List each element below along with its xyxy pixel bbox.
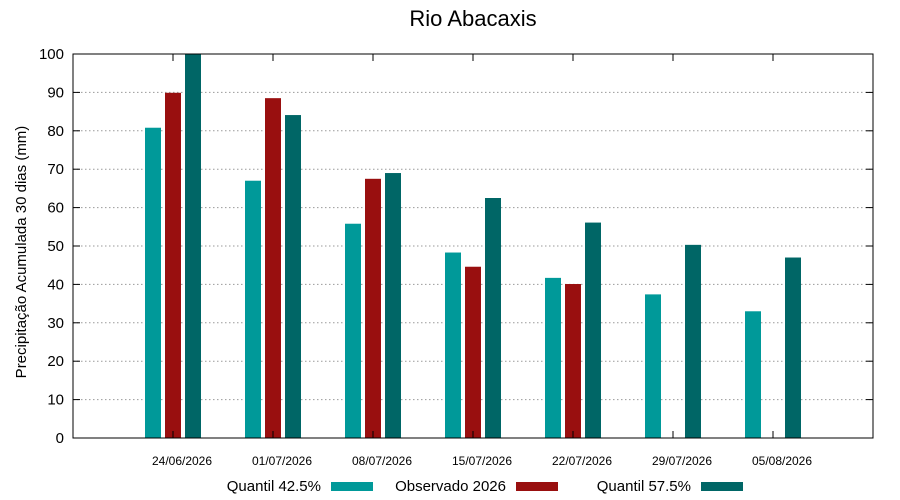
legend: Quantil 42.5% Observado 2026 Quantil 57.5% (227, 478, 743, 495)
x-tick-label: 22/07/2026 (552, 454, 612, 468)
chart-title: Rio Abacaxis (409, 6, 536, 31)
bar-2-2 (385, 173, 401, 439)
x-tick-label: 15/07/2026 (452, 454, 512, 468)
x-tick-label: 24/06/2026 (152, 454, 212, 468)
x-tick-label: 08/07/2026 (352, 454, 412, 468)
x-tick-label: 01/07/2026 (252, 454, 312, 468)
bar-1-0 (165, 92, 181, 438)
legend-label-0: Quantil 42.5% (227, 478, 321, 495)
bar-0-6 (745, 311, 761, 438)
legend-swatch-1 (516, 482, 558, 491)
y-ticks: 0 10 20 30 40 50 60 70 80 90 100 (39, 46, 873, 447)
y-tick-label: 40 (47, 276, 64, 293)
y-axis-label: Precipitação Acumulada 30 dias (mm) (13, 126, 30, 379)
bar-2-0 (185, 54, 201, 438)
bar-0-0 (145, 127, 161, 438)
x-tick-label: 05/08/2026 (752, 454, 812, 468)
y-tick-label: 20 (47, 353, 64, 370)
bar-0-4 (545, 277, 561, 438)
bar-2-3 (485, 198, 501, 438)
x-tick-label: 29/07/2026 (652, 454, 712, 468)
bar-0-3 (445, 252, 461, 438)
x-ticks: 24/06/2026 01/07/2026 08/07/2026 15/07/2026… (152, 54, 812, 468)
bar-2-5 (685, 244, 701, 438)
legend-swatch-0 (331, 482, 373, 491)
bar-0-2 (345, 223, 361, 438)
y-tick-label: 80 (47, 123, 64, 140)
y-tick-label: 30 (47, 315, 64, 332)
bar-1-3 (465, 266, 481, 438)
y-tick-label: 10 (47, 392, 64, 409)
y-tick-label: 60 (47, 200, 64, 217)
bar-0-1 (245, 180, 261, 438)
y-tick-label: 100 (39, 46, 64, 63)
bar-2-1 (285, 115, 301, 438)
y-tick-label: 70 (47, 161, 64, 178)
bar-2-4 (585, 222, 601, 438)
y-tick-label: 0 (56, 430, 64, 447)
bar-1-4 (565, 284, 581, 438)
bar-1-2 (365, 178, 381, 439)
bar-1-1 (265, 98, 281, 438)
bar-2-6 (785, 257, 801, 438)
legend-swatch-2 (701, 482, 743, 491)
legend-label-2: Quantil 57.5% (597, 478, 691, 495)
bar-0-5 (645, 294, 661, 438)
y-tick-label: 50 (47, 238, 64, 255)
y-tick-label: 90 (47, 84, 64, 101)
y-axis-label-group: Precipitação Acumulada 30 dias (mm) (13, 126, 30, 379)
legend-label-1: Observado 2026 (395, 478, 506, 495)
bars-layer (145, 54, 801, 439)
